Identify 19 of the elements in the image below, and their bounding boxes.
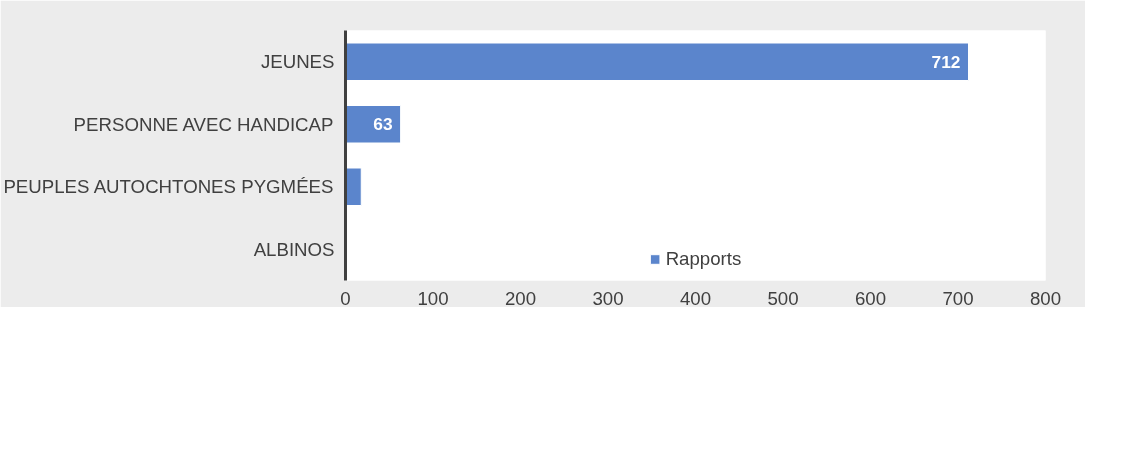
x-tick-label: 700 (942, 287, 974, 309)
y-tick-label: PERSONNE AVEC HANDICAP (73, 113, 334, 135)
bar (345, 167, 362, 206)
x-tick-label: 800 (1029, 287, 1062, 309)
x-tick-label: 200 (504, 287, 537, 309)
bar (345, 42, 969, 81)
x-tick-label: 100 (417, 287, 449, 309)
y-tick-label: PEUPLES AUTOCHTONES PYGMÉES (3, 176, 334, 198)
data-label: 63 (373, 114, 393, 135)
x-tick-label: 500 (767, 287, 799, 309)
x-tick-label: 600 (854, 287, 887, 309)
y-tick-label: ALBINOS (253, 238, 335, 260)
data-label: 712 (931, 51, 961, 72)
bar (345, 105, 402, 144)
legend-label: Rapports (665, 248, 742, 270)
x-tick-label: 300 (592, 287, 624, 309)
x-tick-label: 0 (340, 287, 351, 309)
x-tick-label: 400 (679, 287, 712, 309)
y-tick-label: JEUNES (260, 51, 335, 73)
